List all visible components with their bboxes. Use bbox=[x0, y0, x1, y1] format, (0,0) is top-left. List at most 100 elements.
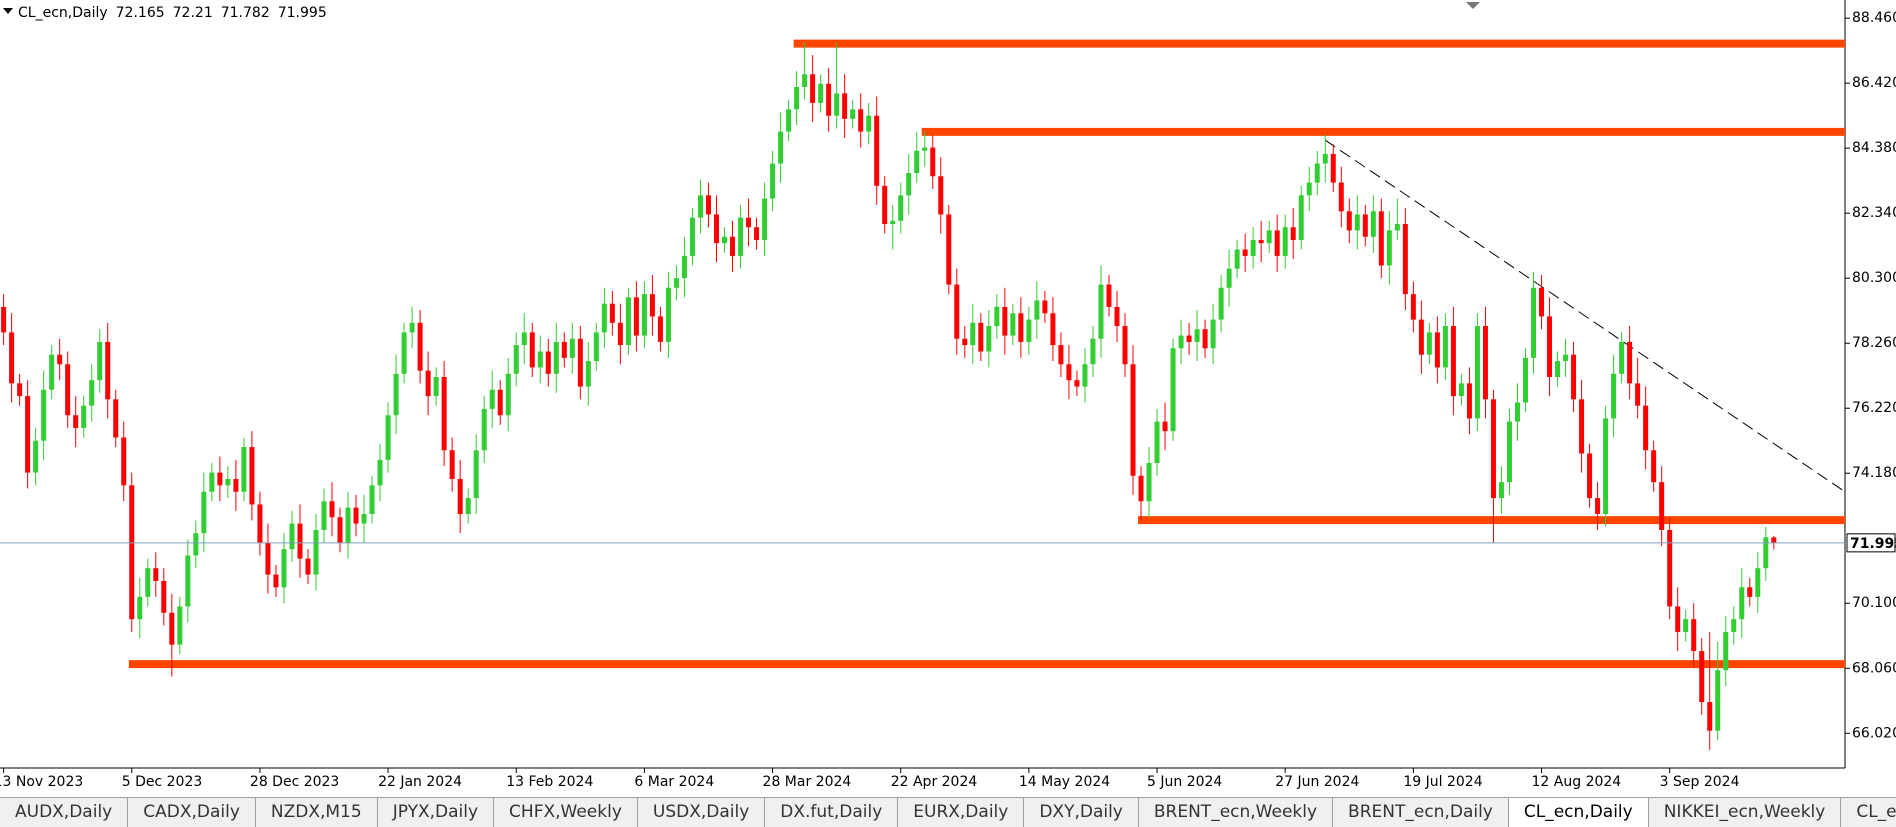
candle-body bbox=[441, 376, 447, 451]
candle-body bbox=[1587, 453, 1593, 499]
x-tick-label: 12 Aug 2024 bbox=[1532, 774, 1622, 790]
candle-body bbox=[49, 354, 55, 390]
candle-body bbox=[842, 93, 848, 119]
candle-body bbox=[1330, 153, 1336, 183]
candle-body bbox=[1771, 537, 1777, 543]
candle-body bbox=[185, 555, 191, 607]
x-tick-label: 28 Dec 2023 bbox=[250, 774, 339, 790]
candle-body bbox=[1322, 153, 1328, 164]
candle-body bbox=[113, 399, 119, 438]
candle-body bbox=[457, 478, 463, 515]
candle-body bbox=[633, 297, 639, 336]
candle-body bbox=[257, 504, 263, 543]
candle-body bbox=[145, 568, 151, 597]
candle-body bbox=[345, 507, 351, 543]
candle-body bbox=[217, 472, 223, 486]
candle-body bbox=[954, 284, 960, 339]
y-tick-label: 82.340 bbox=[1852, 205, 1896, 221]
candle-body bbox=[193, 533, 199, 556]
candle-body bbox=[898, 195, 904, 221]
chart-header: CL_ecn,Daily 72.165 72.21 71.782 71.995 bbox=[18, 5, 327, 21]
candle-body bbox=[794, 86, 800, 110]
candle-body bbox=[1466, 383, 1472, 419]
tab[interactable]: DX.fut,Daily bbox=[765, 798, 899, 827]
candle-body bbox=[986, 326, 992, 352]
candle-body bbox=[1050, 313, 1056, 346]
y-tick-label: 70.100 bbox=[1852, 595, 1896, 611]
candle-body bbox=[377, 459, 383, 486]
y-tick-label: 88.460 bbox=[1852, 10, 1896, 26]
tab[interactable]: DXY,Daily bbox=[1024, 798, 1139, 827]
candle-body bbox=[1122, 326, 1128, 365]
candle-body bbox=[1386, 230, 1392, 266]
tab[interactable]: JPYX,Daily bbox=[378, 798, 495, 827]
candle-body bbox=[946, 214, 952, 285]
candle-body bbox=[153, 568, 159, 581]
candle-body bbox=[1178, 335, 1184, 349]
tab[interactable]: CHFX,Weekly bbox=[494, 798, 638, 827]
candle-body bbox=[169, 612, 175, 645]
candle-body bbox=[1170, 348, 1176, 432]
candle-body bbox=[273, 574, 279, 588]
candle-body bbox=[1739, 587, 1745, 620]
tab[interactable]: BRENT_ecn,Daily bbox=[1333, 798, 1509, 827]
candle-body bbox=[569, 338, 575, 358]
tab[interactable]: CL_ecn,Daily bbox=[1508, 798, 1649, 827]
candle-body bbox=[393, 373, 399, 416]
candle-body bbox=[1434, 332, 1440, 368]
candle-body bbox=[1611, 373, 1617, 419]
candle-body bbox=[802, 74, 808, 87]
candle-body bbox=[1074, 380, 1080, 387]
candle-body bbox=[97, 341, 103, 381]
candle-body bbox=[1699, 651, 1705, 703]
candle-body bbox=[1755, 568, 1761, 597]
candle-body bbox=[225, 478, 231, 486]
candle-body bbox=[1667, 529, 1673, 607]
candle-body bbox=[1146, 463, 1152, 502]
ohlc-value: 72.165 bbox=[116, 5, 165, 21]
candle-body bbox=[1747, 587, 1753, 597]
tab[interactable]: CADX,Daily bbox=[128, 798, 256, 827]
candle-body bbox=[1138, 475, 1144, 502]
y-tick-label: 68.060 bbox=[1852, 660, 1896, 676]
candle-body bbox=[1042, 300, 1048, 314]
candle-body bbox=[473, 450, 479, 499]
candle-body bbox=[1370, 211, 1376, 237]
candle-body bbox=[906, 173, 912, 196]
candle-body bbox=[1218, 287, 1224, 320]
tab[interactable]: NIKKEI_ecn,Weekly bbox=[1649, 798, 1842, 827]
tab[interactable]: NZDX,M15 bbox=[256, 798, 378, 827]
tab[interactable]: USDX,Daily bbox=[638, 798, 766, 827]
candle-body bbox=[449, 450, 455, 479]
candle-body bbox=[738, 217, 744, 256]
candle-body bbox=[313, 529, 319, 575]
candle-body bbox=[1675, 606, 1681, 632]
ohlc-value: 72.21 bbox=[173, 5, 213, 21]
candle-body bbox=[545, 351, 551, 374]
candle-body bbox=[1186, 335, 1192, 342]
candle-body bbox=[121, 437, 127, 486]
candle-body bbox=[1490, 399, 1496, 499]
candle-body bbox=[1394, 224, 1400, 231]
candle-body bbox=[89, 380, 95, 406]
candle-body bbox=[497, 389, 503, 416]
candle-body bbox=[962, 338, 968, 346]
candle-body bbox=[1603, 418, 1609, 515]
candle-body bbox=[641, 294, 647, 336]
candle-body bbox=[1010, 313, 1016, 336]
symbol: CL_ecn,Daily bbox=[18, 5, 108, 21]
tab[interactable]: EURX,Daily bbox=[898, 798, 1025, 827]
candle-body bbox=[481, 408, 487, 451]
candle-body bbox=[978, 322, 984, 352]
candle-body bbox=[1651, 450, 1657, 483]
candle-body bbox=[834, 93, 840, 116]
tab[interactable]: CL_ecn,H4 bbox=[1841, 798, 1896, 827]
tab[interactable]: AUDX,Daily bbox=[0, 798, 129, 827]
menu-arrow[interactable] bbox=[3, 8, 13, 14]
y-tick-label: 84.380 bbox=[1852, 140, 1896, 156]
candle-body bbox=[938, 176, 944, 215]
tab[interactable]: BRENT_ecn,Weekly bbox=[1139, 798, 1334, 827]
candle-body bbox=[858, 109, 864, 132]
candle-body bbox=[746, 217, 752, 228]
